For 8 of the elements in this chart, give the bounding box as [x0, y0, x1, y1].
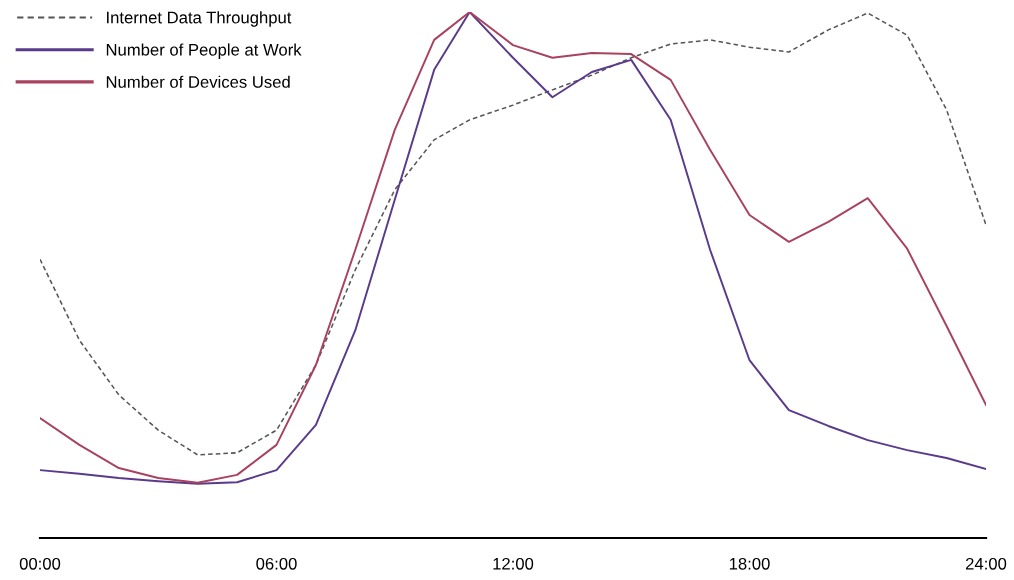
x-tick-label: 24:00: [965, 557, 1007, 570]
legend-label: Number of Devices Used: [106, 75, 290, 88]
x-tick-label: 18:00: [729, 557, 770, 570]
legend-label: Number of People at Work: [106, 43, 302, 59]
legend-label: Internet Data Throughput: [107, 11, 292, 27]
x-tick-label: 12:00: [493, 557, 534, 570]
x-tick-label: 06:00: [256, 557, 297, 570]
x-tick-label: 00:00: [19, 557, 61, 570]
